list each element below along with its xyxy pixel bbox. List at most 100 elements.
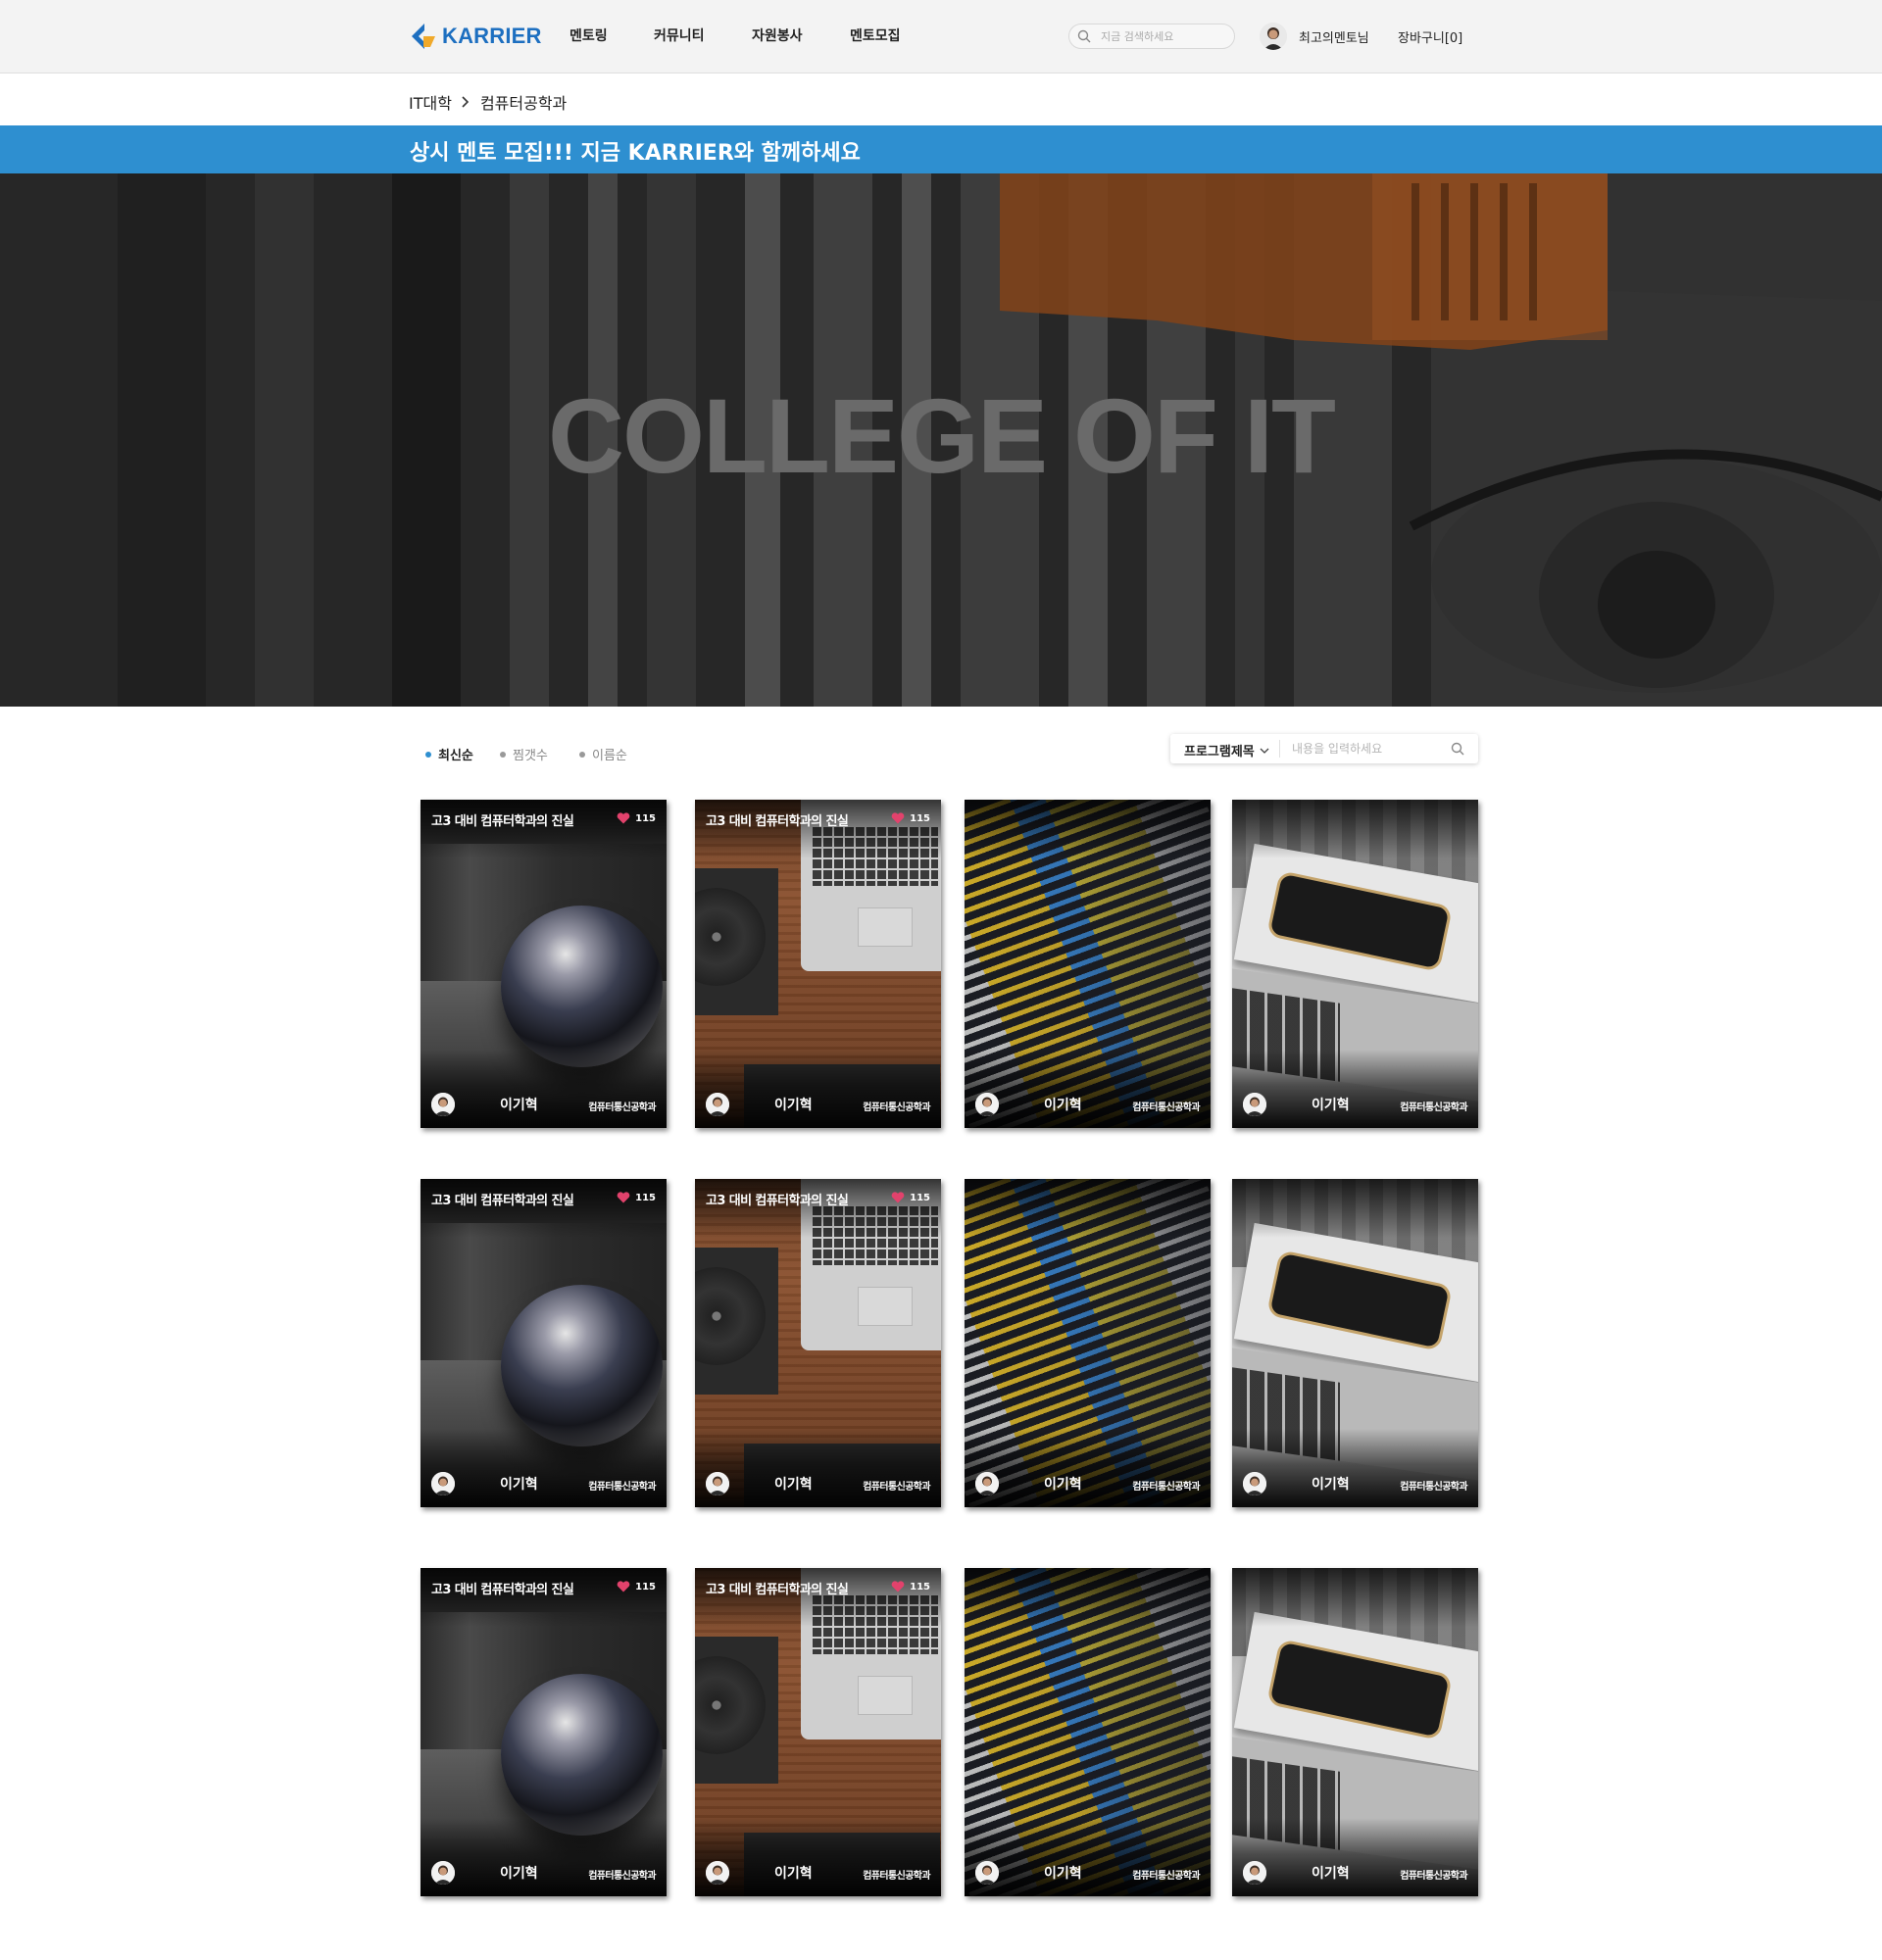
heart-icon <box>891 1581 905 1592</box>
mentor-avatar <box>431 1861 455 1885</box>
card-shade <box>421 1050 667 1128</box>
mentor-avatar <box>431 1472 455 1495</box>
likes-count: 115 <box>910 812 930 824</box>
program-card[interactable]: 이기혁 컴퓨터통신공학과 <box>1232 800 1478 1128</box>
program-card[interactable]: 이기혁 컴퓨터통신공학과 <box>965 1568 1211 1896</box>
program-card[interactable]: 이기혁 컴퓨터통신공학과 <box>1232 1179 1478 1507</box>
nav-community[interactable]: 커뮤니티 <box>654 28 705 44</box>
cart-link[interactable]: 장바구니[0] <box>1398 31 1463 46</box>
sort-latest[interactable]: 최신순 <box>425 745 473 763</box>
nav-mentoring[interactable]: 멘토링 <box>570 28 608 44</box>
user-avatar[interactable] <box>1260 23 1287 50</box>
mentor-department: 컴퓨터통신공학과 <box>1400 1482 1467 1493</box>
program-card[interactable]: 고3 대비 컴퓨터학과의 진실 115 이기혁 컴퓨터통신공학과 <box>695 1179 941 1507</box>
card-title: 고3 대비 컴퓨터학과의 진실 <box>706 1583 849 1597</box>
notice-banner[interactable]: 상시 멘토 모집!!! 지금 KARRIER와 함께하세요 <box>0 125 1882 173</box>
card-likes[interactable]: 115 <box>617 1581 656 1592</box>
card-shade <box>695 1050 941 1128</box>
search-icon[interactable] <box>1451 742 1464 756</box>
mentor-department: 컴퓨터통신공학과 <box>588 1102 656 1113</box>
mentor-department: 컴퓨터통신공학과 <box>1132 1102 1200 1113</box>
mentor-avatar-icon <box>431 1472 455 1495</box>
program-card[interactable]: 고3 대비 컴퓨터학과의 진실 115 이기혁 컴퓨터통신공학과 <box>695 800 941 1128</box>
mentor-name: 이기혁 <box>1312 1477 1350 1493</box>
mentor-name: 이기혁 <box>1312 1866 1350 1882</box>
program-card[interactable]: 이기혁 컴퓨터통신공학과 <box>965 800 1211 1128</box>
mentor-avatar-icon <box>1243 1093 1266 1116</box>
card-shade <box>695 1568 941 1627</box>
program-search-input[interactable] <box>1292 740 1439 758</box>
heart-icon <box>617 1581 630 1592</box>
mentor-avatar-icon <box>1243 1861 1266 1885</box>
mentor-avatar <box>1243 1472 1266 1495</box>
breadcrumb-item-college[interactable]: IT대학 <box>409 94 452 113</box>
nav-volunteer[interactable]: 자원봉사 <box>752 28 803 44</box>
program-card[interactable]: 이기혁 컴퓨터통신공학과 <box>1232 1568 1478 1896</box>
mentor-avatar <box>1243 1093 1266 1116</box>
card-shade <box>421 1818 667 1896</box>
heart-icon <box>617 1192 630 1203</box>
chevron-down-icon <box>1260 748 1269 754</box>
program-card[interactable]: 고3 대비 컴퓨터학과의 진실 115 이기혁 컴퓨터통신공학과 <box>421 1568 667 1896</box>
card-likes[interactable]: 115 <box>891 1192 930 1203</box>
likes-count: 115 <box>910 1192 930 1203</box>
card-shade <box>965 800 1211 858</box>
logo-text: KARRIER <box>442 24 542 48</box>
breadcrumb-item-department[interactable]: 컴퓨터공학과 <box>479 94 568 113</box>
card-likes[interactable]: 115 <box>891 812 930 824</box>
hero-background-image <box>0 173 1882 707</box>
card-likes[interactable]: 115 <box>617 812 656 824</box>
mentor-name: 이기혁 <box>774 1477 813 1493</box>
likes-count: 115 <box>635 812 656 824</box>
card-shade <box>695 1429 941 1507</box>
card-shade <box>421 1429 667 1507</box>
mentor-avatar <box>706 1472 729 1495</box>
mentor-name: 이기혁 <box>1044 1477 1082 1493</box>
mentor-department: 컴퓨터통신공학과 <box>863 1482 930 1493</box>
card-shade <box>965 1179 1211 1238</box>
chevron-right-icon <box>462 96 470 108</box>
card-title: 고3 대비 컴퓨터학과의 진실 <box>431 814 574 829</box>
logo-mark-icon <box>412 24 435 49</box>
program-search-box: 프로그램제목 <box>1170 734 1478 763</box>
card-shade <box>421 1568 667 1627</box>
mentor-department: 컴퓨터통신공학과 <box>588 1482 656 1493</box>
top-search-input[interactable] <box>1101 28 1226 44</box>
mentor-avatar-icon <box>975 1093 999 1116</box>
program-card[interactable]: 이기혁 컴퓨터통신공학과 <box>965 1179 1211 1507</box>
mentor-name: 이기혁 <box>774 1866 813 1882</box>
program-card[interactable]: 고3 대비 컴퓨터학과의 진실 115 이기혁 컴퓨터통신공학과 <box>421 800 667 1128</box>
likes-count: 115 <box>635 1192 656 1203</box>
program-card[interactable]: 고3 대비 컴퓨터학과의 진실 115 이기혁 컴퓨터통신공학과 <box>695 1568 941 1896</box>
sort-label: 최신순 <box>438 749 473 763</box>
mentor-avatar <box>975 1093 999 1116</box>
nav-mentor-recruit[interactable]: 멘토모집 <box>850 28 901 44</box>
card-likes[interactable]: 115 <box>617 1192 656 1203</box>
heart-icon <box>891 812 905 824</box>
card-likes[interactable]: 115 <box>891 1581 930 1592</box>
program-title-select[interactable]: 프로그램제목 <box>1184 741 1269 760</box>
card-shade <box>1232 1179 1478 1238</box>
user-name[interactable]: 최고의멘토님 <box>1299 31 1369 46</box>
sort-name[interactable]: 이름순 <box>579 745 627 763</box>
karrier-logo[interactable]: KARRIER <box>412 22 542 51</box>
heart-icon <box>891 1192 905 1203</box>
card-shade <box>1232 1429 1478 1507</box>
sort-dot-icon <box>425 751 431 758</box>
mentor-name: 이기혁 <box>1044 1866 1082 1882</box>
program-card[interactable]: 고3 대비 컴퓨터학과의 진실 115 이기혁 컴퓨터통신공학과 <box>421 1179 667 1507</box>
sort-wishlist[interactable]: 찜갯수 <box>500 745 548 763</box>
top-search-box[interactable] <box>1068 24 1235 49</box>
sort-label: 찜갯수 <box>513 749 548 763</box>
card-shade <box>965 1050 1211 1128</box>
mentor-avatar <box>975 1861 999 1885</box>
card-shade <box>1232 1050 1478 1128</box>
card-title: 고3 대비 컴퓨터학과의 진실 <box>706 814 849 829</box>
card-shade <box>695 1818 941 1896</box>
heart-icon <box>617 812 630 824</box>
mentor-avatar-icon <box>431 1861 455 1885</box>
notice-text: 상시 멘토 모집!!! 지금 KARRIER와 함께하세요 <box>410 141 861 166</box>
mentor-avatar-icon <box>431 1093 455 1116</box>
mentor-avatar <box>706 1093 729 1116</box>
card-shade <box>695 800 941 858</box>
